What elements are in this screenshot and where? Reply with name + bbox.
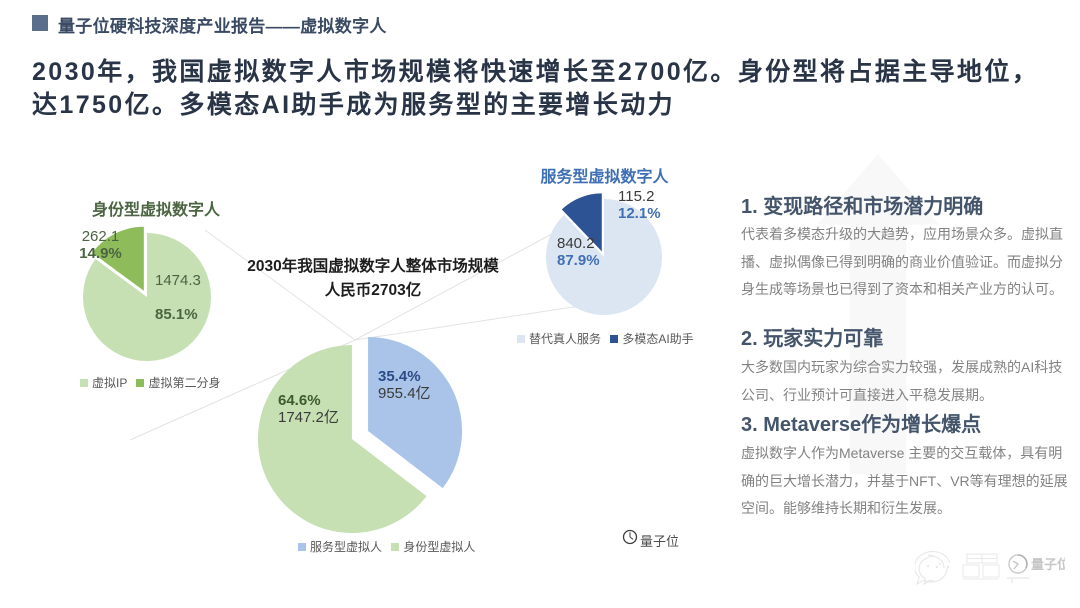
svg-text:量子位: 量子位 — [1031, 557, 1065, 572]
